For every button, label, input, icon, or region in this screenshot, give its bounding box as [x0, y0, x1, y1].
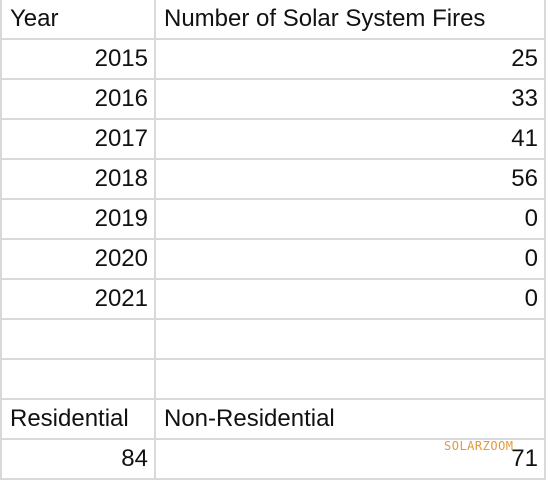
- year-cell[interactable]: 2021: [0, 280, 156, 320]
- year-value: 2016: [94, 85, 148, 112]
- fires-value: 41: [511, 125, 538, 152]
- year-value: 2017: [94, 125, 148, 152]
- header-fires-cell[interactable]: Number of Solar System Fires: [156, 0, 546, 40]
- empty-cell[interactable]: [156, 360, 546, 400]
- year-value: 2019: [94, 205, 148, 232]
- year-cell[interactable]: 2015: [0, 40, 156, 80]
- year-cell[interactable]: 2019: [0, 200, 156, 240]
- header-year: Year: [10, 5, 59, 32]
- year-cell[interactable]: 2016: [0, 80, 156, 120]
- year-value: 2015: [94, 45, 148, 72]
- year-cell[interactable]: 2018: [0, 160, 156, 200]
- header-fires: Number of Solar System Fires: [164, 5, 486, 32]
- header-year-cell[interactable]: Year: [0, 0, 156, 40]
- empty-cell[interactable]: [0, 320, 156, 360]
- year-cell[interactable]: 2017: [0, 120, 156, 160]
- fires-cell[interactable]: 0: [156, 280, 546, 320]
- fires-value: 25: [511, 45, 538, 72]
- fires-cell[interactable]: 25: [156, 40, 546, 80]
- fires-value: 0: [524, 285, 538, 312]
- fires-cell[interactable]: 41: [156, 120, 546, 160]
- non-residential-label-cell[interactable]: Non-Residential: [156, 400, 546, 440]
- non-residential-value: 71: [511, 445, 538, 472]
- year-value: 2021: [94, 285, 148, 312]
- fires-value: 0: [524, 245, 538, 272]
- year-value: 2018: [94, 165, 148, 192]
- fires-value: 33: [511, 85, 538, 112]
- year-value: 2020: [94, 245, 148, 272]
- fires-cell[interactable]: 0: [156, 200, 546, 240]
- fires-cell[interactable]: 56: [156, 160, 546, 200]
- solarzoom-watermark: SOLARZOOM: [444, 439, 514, 453]
- fires-cell[interactable]: 0: [156, 240, 546, 280]
- residential-value: 84: [121, 445, 148, 472]
- year-cell[interactable]: 2020: [0, 240, 156, 280]
- fires-value: 0: [524, 205, 538, 232]
- residential-value-cell[interactable]: 84: [0, 440, 156, 480]
- residential-label-cell[interactable]: Residential: [0, 400, 156, 440]
- fires-value: 56: [511, 165, 538, 192]
- empty-cell[interactable]: [156, 320, 546, 360]
- fires-cell[interactable]: 33: [156, 80, 546, 120]
- residential-label: Residential: [10, 405, 129, 432]
- non-residential-value-cell[interactable]: 71: [156, 440, 546, 480]
- empty-cell[interactable]: [0, 360, 156, 400]
- non-residential-label: Non-Residential: [164, 405, 335, 432]
